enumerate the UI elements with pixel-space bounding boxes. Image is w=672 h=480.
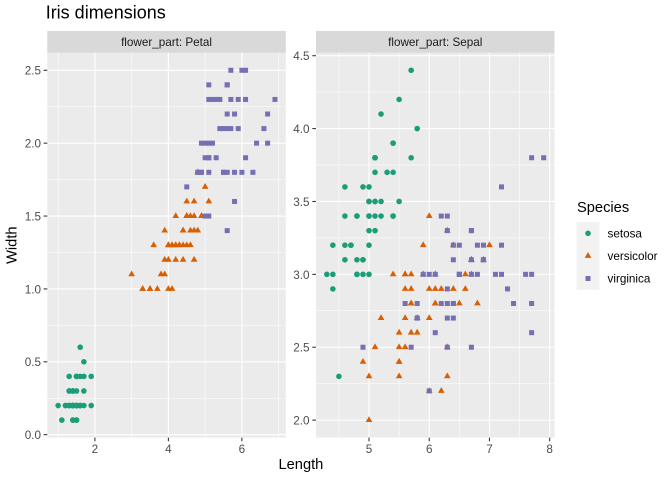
svg-text:1.5: 1.5: [25, 210, 42, 223]
svg-text:2.0: 2.0: [25, 138, 42, 151]
svg-text:6: 6: [426, 443, 433, 456]
svg-text:1.0: 1.0: [25, 283, 42, 296]
svg-text:2.5: 2.5: [25, 65, 42, 78]
svg-text:2.0: 2.0: [293, 415, 310, 428]
svg-text:8: 8: [546, 443, 553, 456]
svg-text:4.5: 4.5: [293, 50, 310, 63]
svg-text:Width: Width: [4, 226, 20, 263]
svg-text:flower_part: Sepal: flower_part: Sepal: [388, 36, 482, 49]
svg-text:Species: Species: [577, 200, 629, 216]
svg-text:0.0: 0.0: [25, 429, 42, 442]
svg-text:2.5: 2.5: [293, 342, 310, 355]
svg-text:versicolor: versicolor: [608, 250, 658, 263]
svg-text:3.5: 3.5: [293, 196, 310, 209]
svg-text:4: 4: [165, 443, 172, 456]
svg-text:2: 2: [92, 443, 99, 456]
svg-text:6: 6: [239, 443, 246, 456]
svg-text:Length: Length: [278, 457, 323, 473]
svg-text:virginica: virginica: [608, 273, 651, 286]
svg-text:Iris dimensions: Iris dimensions: [46, 2, 166, 22]
svg-text:flower_part: Petal: flower_part: Petal: [121, 36, 212, 49]
svg-text:setosa: setosa: [608, 228, 643, 241]
svg-text:5: 5: [366, 443, 373, 456]
svg-text:4.0: 4.0: [293, 123, 310, 136]
svg-text:3.0: 3.0: [293, 269, 310, 282]
svg-text:7: 7: [486, 443, 493, 456]
svg-text:0.5: 0.5: [25, 356, 42, 369]
